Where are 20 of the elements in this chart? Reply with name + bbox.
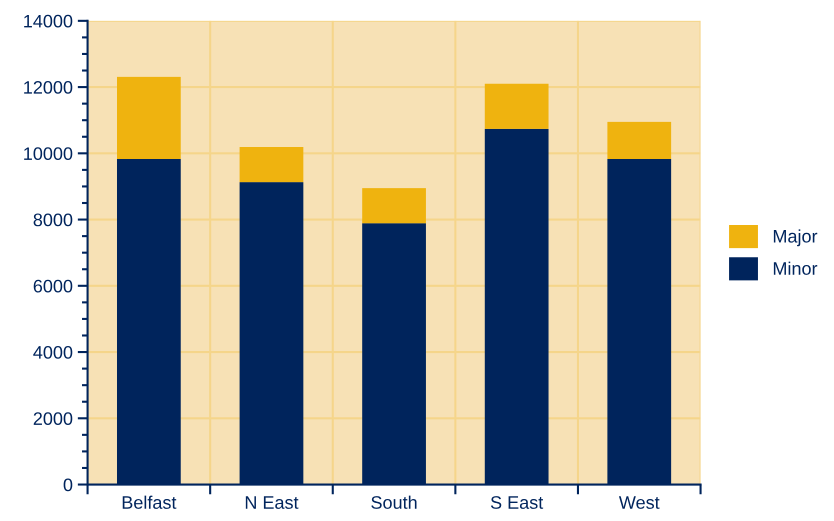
legend-label: Minor (774, 262, 818, 275)
x-tick-label: South (371, 496, 416, 509)
y-tick-label: 2000 (34, 412, 72, 426)
x-tick-label: S East (490, 496, 544, 509)
bar (607, 122, 672, 159)
bar (362, 188, 426, 224)
bar (484, 84, 549, 129)
bar (116, 76, 181, 159)
y-tick-label: 8000 (34, 214, 72, 226)
y-tick-label: 6000 (34, 280, 72, 293)
y-tick-label: 10000 (24, 147, 72, 160)
y-tick-label: 0 (64, 478, 72, 492)
legend-label: Major (774, 229, 818, 246)
y-tick-label: 4000 (33, 346, 72, 359)
x-tick-label: N East (246, 496, 298, 509)
y-tick-label: 14000 (24, 14, 72, 28)
y-tick-label: 12000 (24, 81, 72, 94)
bar (240, 147, 304, 182)
x-tick-label: West (618, 496, 660, 509)
x-tick-label: Belfast (122, 496, 176, 509)
